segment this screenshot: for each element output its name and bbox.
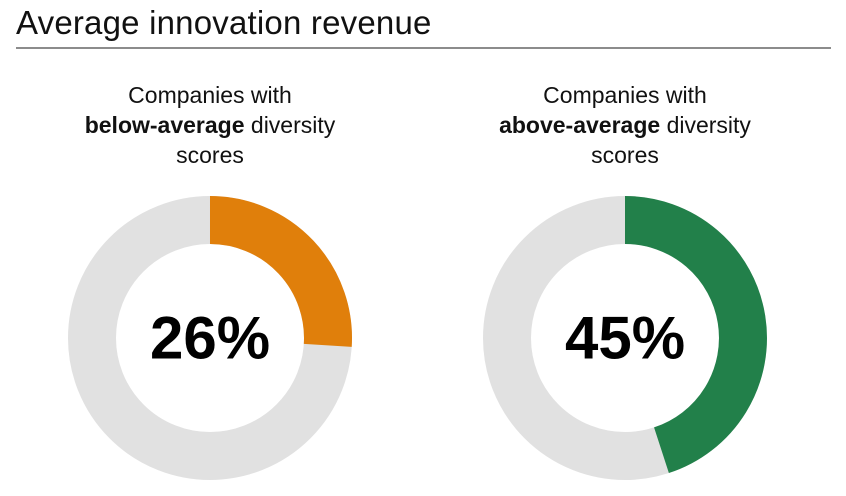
caption-emphasis: below-average [84,112,245,138]
donut-value-label: 45% [565,305,685,372]
donut-chart-below-average: 26% [60,188,360,488]
donut-caption: Companies with below-average diversity s… [60,80,360,170]
donut-panel-below-average: Companies with below-average diversity s… [60,80,360,480]
caption-line-1: Companies with [128,82,292,108]
donut-chart-above-average: 45% [475,188,775,488]
donut-value-arc [624,196,767,474]
donut-svg: 26% [68,196,352,480]
caption-emphasis: above-average [499,112,661,138]
title-divider [16,47,831,49]
donut-value-arc [209,196,352,347]
caption-rest: diversity scores [591,112,751,168]
donut-svg: 45% [483,196,767,480]
caption-line-1: Companies with [543,82,707,108]
caption-rest: diversity scores [176,112,336,168]
donut-panel-above-average: Companies with above-average diversity s… [475,80,775,480]
donut-value-label: 26% [150,305,270,372]
donut-caption: Companies with above-average diversity s… [475,80,775,170]
chart-title: Average innovation revenue [16,4,432,41]
